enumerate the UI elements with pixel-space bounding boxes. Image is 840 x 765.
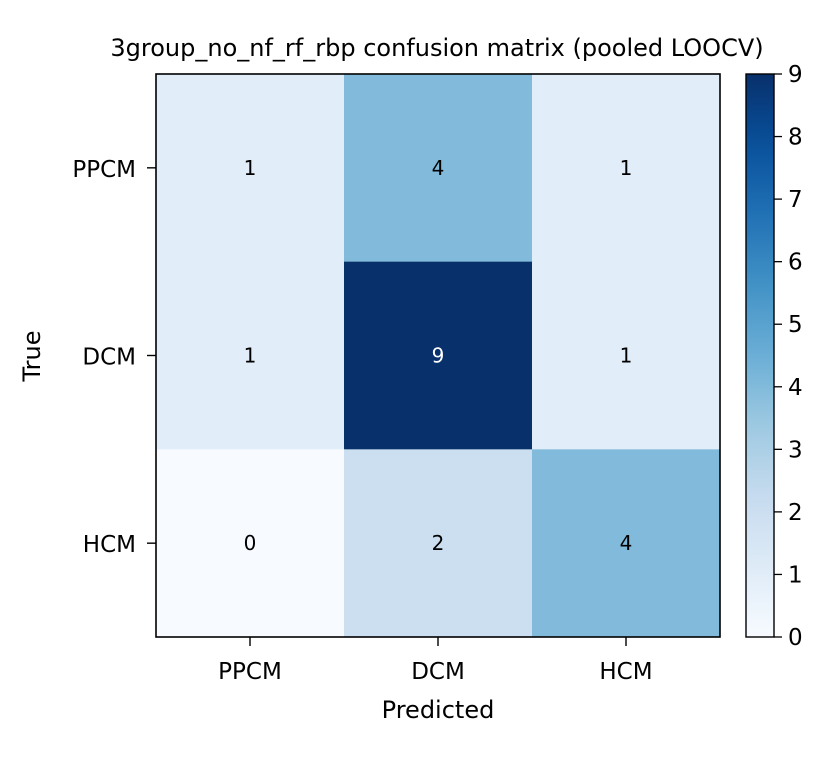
colorbar	[746, 74, 774, 637]
cell-value-label: 1	[244, 344, 257, 368]
colorbar-tick-label: 5	[788, 312, 803, 338]
colorbar-tick-label: 2	[788, 500, 803, 526]
heatmap-cell	[344, 449, 533, 638]
colorbar-tick-label: 3	[788, 437, 803, 463]
x-tick-label: PPCM	[218, 659, 282, 685]
chart-title: 3group_no_nf_rf_rbp confusion matrix (po…	[110, 34, 763, 62]
cell-value-label: 1	[620, 156, 633, 180]
x-axis-ticks: PPCM DCM HCM	[218, 637, 653, 685]
heatmap-cell	[156, 261, 345, 450]
colorbar-tick-label: 4	[788, 375, 803, 401]
heatmap-cell	[532, 261, 721, 450]
colorbar-tick-label: 6	[788, 250, 803, 276]
colorbar-tick-label: 1	[788, 562, 803, 588]
x-tick-label: DCM	[411, 659, 465, 685]
colorbar-tick-label: 9	[788, 62, 803, 88]
heatmap-cell	[344, 74, 533, 263]
y-axis-ticks: PPCM DCM HCM	[72, 157, 156, 558]
colorbar-frame	[745, 73, 775, 638]
colorbar-tick-label: 0	[788, 625, 803, 651]
cell-value-label: 2	[432, 531, 445, 555]
heatmap-cell	[532, 74, 721, 263]
cell-value-label: 1	[244, 156, 257, 180]
heatmap-cell-labels: 1 4 1 1 9 1 0 2 4	[244, 156, 633, 555]
colorbar-tick-label: 7	[788, 187, 803, 213]
colorbar-ticks: 0 1 2 3 4 5 6 7 8 9	[774, 62, 803, 651]
y-axis-label: True	[18, 331, 46, 383]
heatmap-cells	[156, 74, 721, 638]
cell-value-label: 4	[620, 531, 633, 555]
x-tick-label: HCM	[599, 659, 652, 685]
heatmap-cell	[156, 74, 345, 263]
colorbar-tick-label: 8	[788, 125, 803, 151]
heatmap-cell	[156, 449, 345, 638]
cell-value-label: 0	[244, 531, 257, 555]
heatmap-cell	[344, 261, 533, 450]
cell-value-label: 4	[432, 156, 445, 180]
cell-value-label: 1	[620, 344, 633, 368]
y-tick-label: DCM	[82, 345, 136, 371]
heatmap-cell	[532, 449, 721, 638]
x-axis-label: Predicted	[382, 696, 495, 724]
y-tick-label: PPCM	[72, 157, 136, 183]
cell-value-label: 9	[432, 344, 445, 368]
y-tick-label: HCM	[83, 532, 136, 558]
